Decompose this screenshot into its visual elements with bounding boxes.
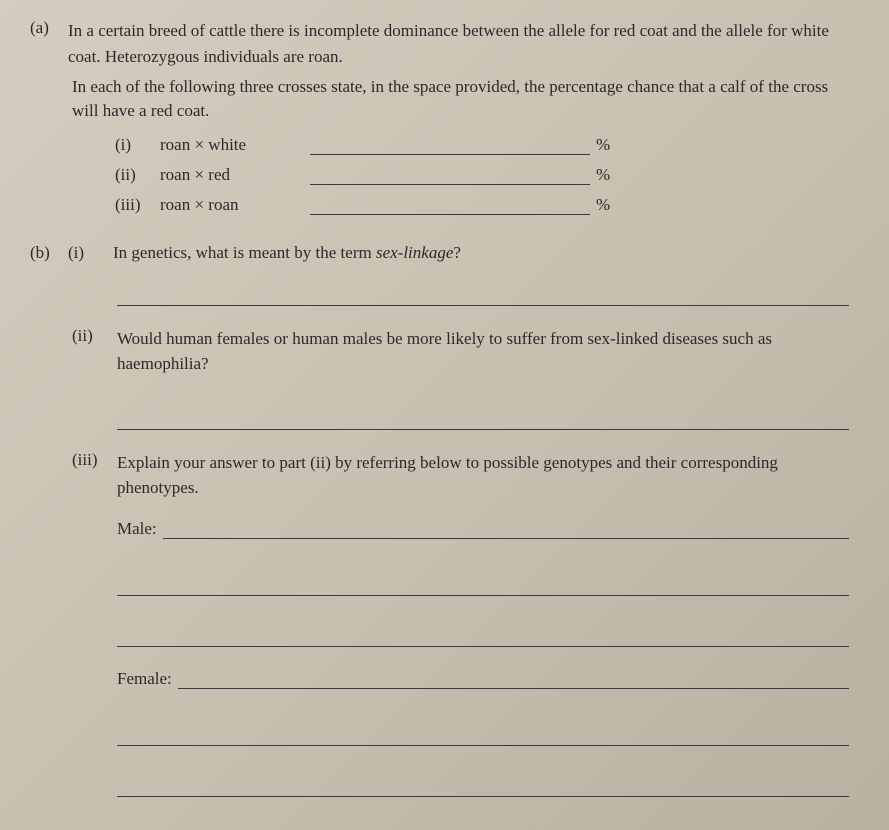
b-i-line[interactable] bbox=[117, 283, 849, 306]
cross-ii-unit: % bbox=[596, 165, 610, 185]
part-a-intro2: In each of the following three crosses s… bbox=[72, 75, 849, 123]
cross-i-label: (i) bbox=[115, 135, 160, 155]
part-b-label: (b) bbox=[30, 243, 68, 263]
cross-iii-unit: % bbox=[596, 195, 610, 215]
b-ii-label: (ii) bbox=[72, 326, 117, 346]
b-i-question: In genetics, what is meant by the term s… bbox=[113, 243, 849, 263]
b-ii-question: Would human females or human males be mo… bbox=[117, 326, 849, 377]
worksheet-page: (a) In a certain breed of cattle there i… bbox=[0, 0, 889, 829]
b-i-answerblock bbox=[72, 283, 849, 306]
b-i-label: (i) bbox=[68, 243, 113, 263]
cross-ii: (ii) roan × red % bbox=[115, 165, 849, 185]
part-a-intro1: In a certain breed of cattle there is in… bbox=[68, 18, 849, 69]
part-a-row: (a) In a certain breed of cattle there i… bbox=[30, 18, 849, 69]
male-label: Male: bbox=[117, 519, 157, 539]
part-b-i-row: (b) (i) In genetics, what is meant by th… bbox=[30, 243, 849, 263]
male-line-1[interactable] bbox=[163, 520, 849, 539]
part-b-ii-row: (ii) Would human females or human males … bbox=[72, 326, 849, 377]
cross-ii-blank[interactable] bbox=[310, 166, 590, 185]
b-i-term: sex-linkage bbox=[376, 243, 453, 262]
cross-iii-text: roan × roan bbox=[160, 195, 310, 215]
b-iii-question: Explain your answer to part (ii) by refe… bbox=[117, 450, 849, 501]
b-iii-answerblock: Male: Female: bbox=[117, 507, 849, 797]
cross-i: (i) roan × white % bbox=[115, 135, 849, 155]
b-i-text-pre: In genetics, what is meant by the term bbox=[113, 243, 376, 262]
male-line-2[interactable] bbox=[117, 573, 849, 596]
cross-ii-label: (ii) bbox=[115, 165, 160, 185]
cross-iii-label: (iii) bbox=[115, 195, 160, 215]
male-line-3[interactable] bbox=[117, 624, 849, 647]
cross-ii-text: roan × red bbox=[160, 165, 310, 185]
b-iii-label: (iii) bbox=[72, 450, 117, 470]
cross-i-blank[interactable] bbox=[310, 136, 590, 155]
male-line-row: Male: bbox=[117, 519, 849, 539]
female-line-2[interactable] bbox=[117, 723, 849, 746]
cross-iii-blank[interactable] bbox=[310, 196, 590, 215]
cross-iii: (iii) roan × roan % bbox=[115, 195, 849, 215]
part-a-label: (a) bbox=[30, 18, 68, 38]
cross-i-unit: % bbox=[596, 135, 610, 155]
female-label: Female: bbox=[117, 669, 172, 689]
female-line-3[interactable] bbox=[117, 774, 849, 797]
b-ii-line[interactable] bbox=[117, 407, 849, 430]
b-ii-answerblock bbox=[72, 407, 849, 430]
part-b-iii-row: (iii) Explain your answer to part (ii) b… bbox=[72, 450, 849, 501]
female-line-1[interactable] bbox=[178, 670, 849, 689]
crosses-block: (i) roan × white % (ii) roan × red % (ii… bbox=[115, 135, 849, 215]
cross-i-text: roan × white bbox=[160, 135, 310, 155]
b-i-text-post: ? bbox=[453, 243, 461, 262]
female-line-row: Female: bbox=[117, 669, 849, 689]
